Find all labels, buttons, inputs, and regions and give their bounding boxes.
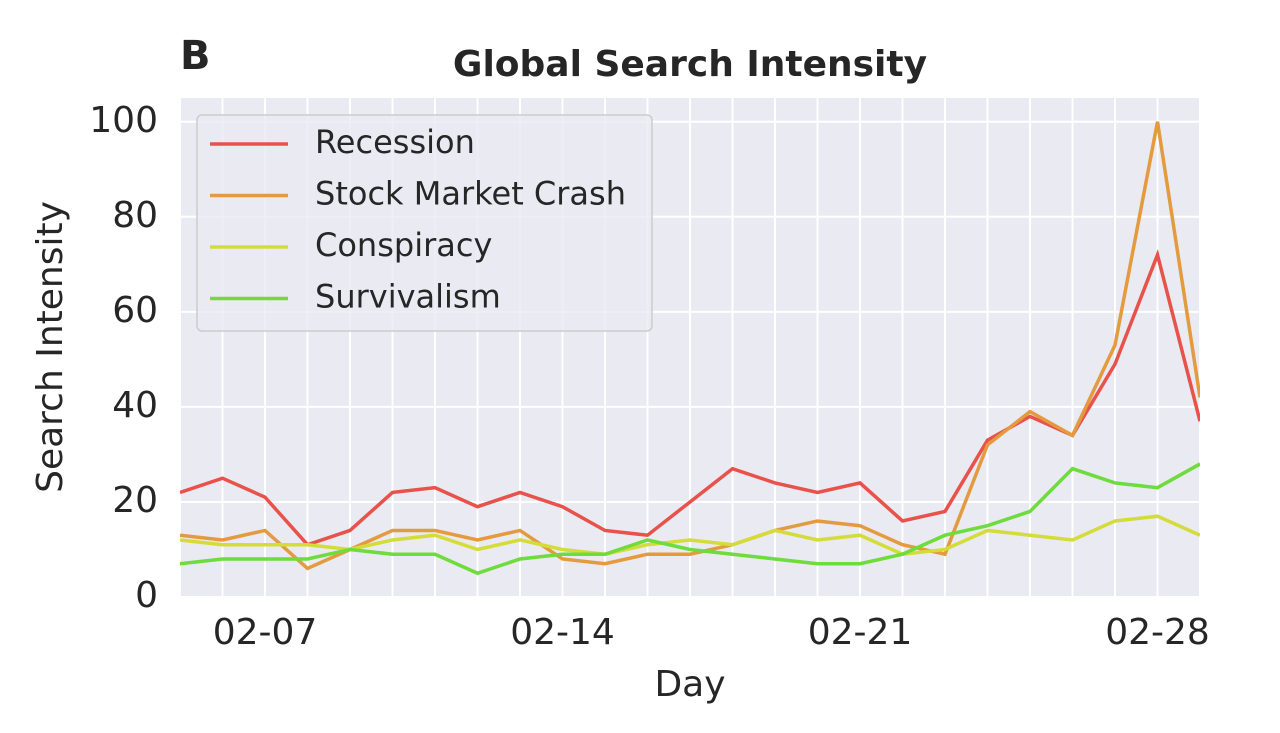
panel-label: B — [180, 33, 211, 79]
x-tick-label: 02-21 — [808, 612, 913, 653]
chart-title: Global Search Intensity — [453, 44, 927, 85]
legend-label: Conspiracy — [315, 226, 492, 264]
x-axis-label: Day — [654, 664, 725, 705]
legend-box — [196, 114, 653, 332]
x-tick-label: 02-28 — [1105, 612, 1210, 653]
legend-label: Recession — [315, 123, 475, 161]
y-tick-label: 20 — [112, 480, 158, 521]
y-tick-label: 60 — [112, 290, 158, 331]
series-line — [180, 462, 1200, 576]
legend-label: Stock Market Crash — [315, 175, 626, 213]
y-tick-label: 80 — [112, 195, 158, 236]
series-line — [180, 249, 1200, 547]
y-tick-label: 40 — [112, 385, 158, 426]
y-tick-label: 100 — [89, 100, 158, 141]
y-axis-label: Search Intensity — [30, 201, 71, 493]
y-tick-label: 0 — [135, 575, 158, 616]
legend-label: Survivalism — [315, 278, 501, 316]
x-tick-label: 02-07 — [213, 612, 318, 653]
x-tick-label: 02-14 — [510, 612, 615, 653]
